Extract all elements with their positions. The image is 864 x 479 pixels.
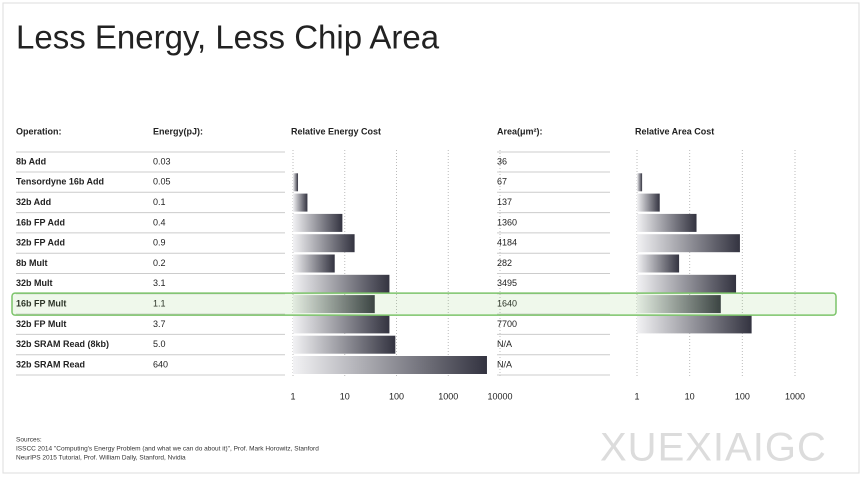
bar: [637, 173, 643, 192]
x-tick-label: 1: [290, 391, 295, 401]
bar: [293, 193, 308, 212]
table-cell: 0.05: [153, 177, 171, 187]
x-tick-label: 1000: [438, 391, 458, 401]
source-line: Sources:: [16, 437, 42, 444]
row-highlight: [11, 292, 837, 316]
x-tick-label: 10: [685, 391, 695, 401]
bar: [293, 335, 396, 354]
slide-title: Less Energy, Less Chip Area: [16, 19, 440, 56]
bar: [637, 295, 721, 314]
table-cell: 8b Add: [16, 156, 46, 166]
table-cell: 1.1: [153, 298, 166, 308]
table-cell: 3.1: [153, 278, 166, 288]
watermark: XUEXIAIGC: [600, 426, 827, 470]
table-cell: 0.2: [153, 258, 166, 268]
table-cell: 32b Add: [16, 197, 51, 207]
bar: [637, 193, 660, 212]
bar: [293, 234, 355, 253]
table-cell: 32b SRAM Read (8kb): [16, 339, 109, 349]
table-cell: 32b FP Add: [16, 238, 65, 248]
x-tick-label: 10000: [487, 391, 512, 401]
column-header: Operation:: [16, 126, 62, 136]
x-tick-label: 10: [340, 391, 350, 401]
column-header: Energy(pJ):: [153, 126, 203, 136]
table-cell: 16b FP Add: [16, 217, 65, 227]
chart-title: Relative Energy Cost: [291, 126, 381, 136]
bar: [293, 254, 335, 273]
bar: [293, 295, 375, 314]
table-cell: 137: [497, 197, 512, 207]
bar: [293, 356, 487, 374]
bar: [637, 213, 697, 232]
x-tick-label: 100: [389, 391, 404, 401]
table-cell: 8b Mult: [16, 258, 48, 268]
table-cell: 36: [497, 156, 507, 166]
table-cell: 3495: [497, 278, 517, 288]
table-cell: 4184: [497, 238, 517, 248]
bar: [637, 315, 752, 334]
source-line: ISSCC 2014 "Computing's Energy Problem (…: [16, 446, 319, 453]
table-cell: 67: [497, 177, 507, 187]
bar: [637, 234, 740, 253]
table-cell: 32b FP Mult: [16, 319, 66, 329]
table-cell: 3.7: [153, 319, 166, 329]
bar: [293, 315, 390, 334]
x-tick-label: 100: [735, 391, 750, 401]
table-cell: 1640: [497, 298, 517, 308]
table-cell: 0.9: [153, 238, 166, 248]
bar: [293, 213, 343, 232]
source-line: NeurIPS 2015 Tutorial, Prof. William Dal…: [16, 455, 186, 462]
x-tick-label: 1: [634, 391, 639, 401]
bar: [637, 274, 737, 293]
x-tick-label: 1000: [785, 391, 805, 401]
table-cell: 32b Mult: [16, 278, 53, 288]
table-cell: 5.0: [153, 339, 166, 349]
table-cell: Tensordyne 16b Add: [16, 177, 104, 187]
bar: [293, 173, 299, 192]
bar: [293, 274, 390, 293]
table-cell: 282: [497, 258, 512, 268]
chart-title: Relative Area Cost: [635, 126, 714, 136]
table-cell: 16b FP Mult: [16, 298, 66, 308]
table-cell: N/A: [497, 359, 512, 369]
bar: [637, 254, 680, 273]
table-cell: 640: [153, 359, 168, 369]
table-cell: N/A: [497, 339, 512, 349]
table-cell: 0.03: [153, 156, 171, 166]
table-cell: 0.1: [153, 197, 166, 207]
table-cell: 0.4: [153, 217, 166, 227]
column-header: Area(μm²):: [497, 126, 543, 136]
table-cell: 1360: [497, 217, 517, 227]
table-cell: 32b SRAM Read: [16, 359, 85, 369]
table-cell: 7700: [497, 319, 517, 329]
